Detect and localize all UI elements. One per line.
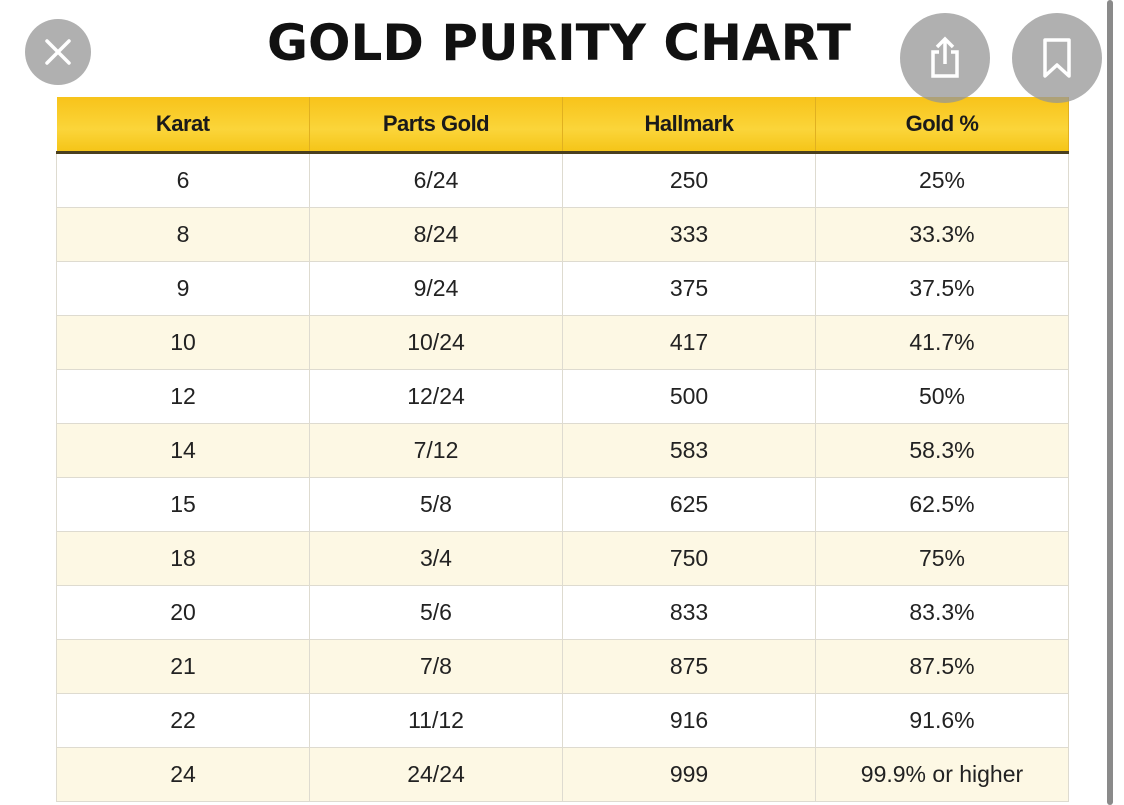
table-cell: 50% [815, 369, 1069, 424]
table-row: 15 5/8 625 62.5% [56, 477, 1069, 532]
table-cell: 83.3% [815, 585, 1069, 640]
table-cell: 58.3% [815, 423, 1069, 478]
table-cell: 25% [815, 152, 1069, 208]
table-cell: 15 [56, 477, 310, 532]
table-cell: 33.3% [815, 207, 1069, 262]
table-cell: 5/8 [309, 477, 563, 532]
table-cell: 9/24 [309, 261, 563, 316]
table-cell: 417 [562, 315, 816, 370]
table-row: 24 24/24 999 99.9% or higher [56, 747, 1069, 802]
table-cell: 6 [56, 152, 310, 208]
table-cell: 9 [56, 261, 310, 316]
column-header: Parts Gold [309, 97, 563, 154]
table-cell: 24 [56, 747, 310, 802]
table-cell: 99.9% or higher [815, 747, 1069, 802]
table-cell: 625 [562, 477, 816, 532]
column-header: Hallmark [562, 97, 816, 154]
table-cell: 999 [562, 747, 816, 802]
share-button[interactable] [900, 13, 990, 103]
table-cell: 250 [562, 152, 816, 208]
column-header: Gold % [815, 97, 1069, 154]
table-cell: 14 [56, 423, 310, 478]
table-cell: 12 [56, 369, 310, 424]
table-cell: 75% [815, 531, 1069, 586]
table-row: 9 9/24 375 37.5% [56, 261, 1069, 316]
column-header: Karat [56, 97, 310, 154]
table-cell: 3/4 [309, 531, 563, 586]
table-cell: 916 [562, 693, 816, 748]
table-cell: 375 [562, 261, 816, 316]
table-row: 22 11/12 916 91.6% [56, 693, 1069, 748]
table-cell: 87.5% [815, 639, 1069, 694]
table-cell: 10/24 [309, 315, 563, 370]
table-cell: 583 [562, 423, 816, 478]
table-cell: 91.6% [815, 693, 1069, 748]
table-row: 8 8/24 333 33.3% [56, 207, 1069, 262]
table-cell: 7/12 [309, 423, 563, 478]
gold-purity-table: Karat Parts Gold Hallmark Gold % 6 6/24 250 25… [56, 97, 1069, 802]
table-cell: 41.7% [815, 315, 1069, 370]
table-cell: 8 [56, 207, 310, 262]
table-cell: 62.5% [815, 477, 1069, 532]
table-header-row: Karat Parts Gold Hallmark Gold % [56, 97, 1069, 154]
table-cell: 10 [56, 315, 310, 370]
table-row: 20 5/6 833 83.3% [56, 585, 1069, 640]
scrollbar[interactable] [1107, 0, 1113, 805]
table-cell: 37.5% [815, 261, 1069, 316]
table-cell: 6/24 [309, 152, 563, 208]
close-icon [45, 39, 71, 65]
table-row: 18 3/4 750 75% [56, 531, 1069, 586]
table-row: 12 12/24 500 50% [56, 369, 1069, 424]
table-row: 6 6/24 250 25% [56, 152, 1069, 208]
bookmark-icon [1043, 38, 1071, 78]
table-cell: 18 [56, 531, 310, 586]
page-title: GOLD PURITY CHART [267, 14, 851, 72]
table-row: 21 7/8 875 87.5% [56, 639, 1069, 694]
table-cell: 875 [562, 639, 816, 694]
table-cell: 5/6 [309, 585, 563, 640]
table-cell: 11/12 [309, 693, 563, 748]
table-cell: 24/24 [309, 747, 563, 802]
table-cell: 20 [56, 585, 310, 640]
table-cell: 833 [562, 585, 816, 640]
table-cell: 21 [56, 639, 310, 694]
close-button[interactable] [25, 19, 91, 85]
table-cell: 7/8 [309, 639, 563, 694]
table-cell: 12/24 [309, 369, 563, 424]
table-cell: 8/24 [309, 207, 563, 262]
table-row: 10 10/24 417 41.7% [56, 315, 1069, 370]
table-cell: 22 [56, 693, 310, 748]
table-row: 14 7/12 583 58.3% [56, 423, 1069, 478]
table-cell: 500 [562, 369, 816, 424]
table-cell: 750 [562, 531, 816, 586]
share-icon [931, 36, 959, 78]
table-cell: 333 [562, 207, 816, 262]
bookmark-button[interactable] [1012, 13, 1102, 103]
